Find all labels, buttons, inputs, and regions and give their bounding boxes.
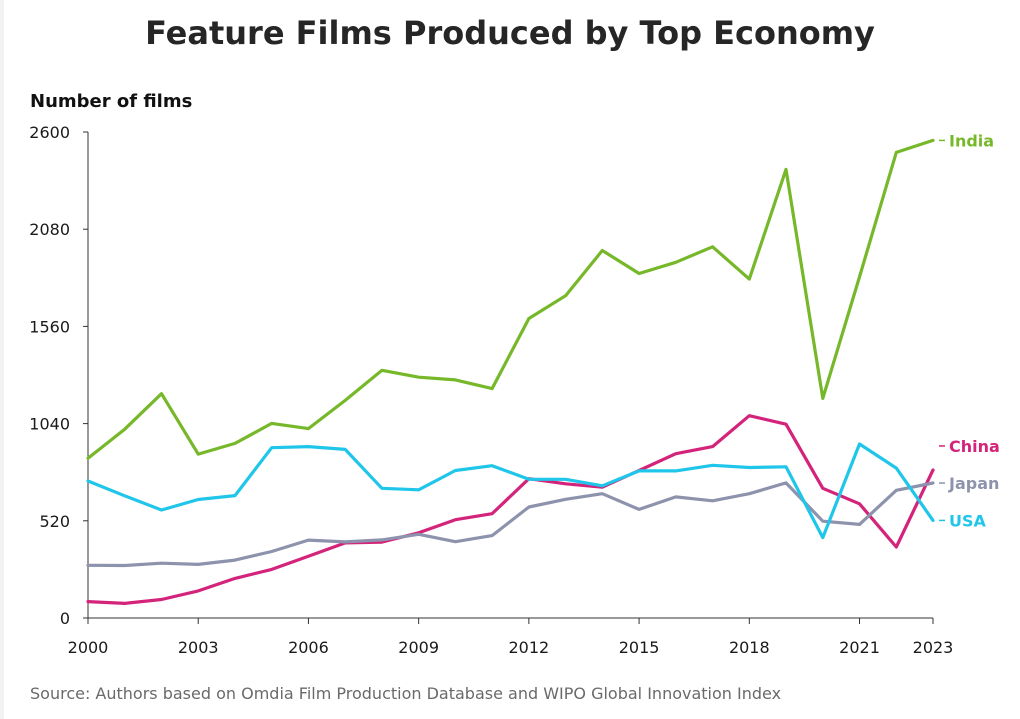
y-tick-label: 2080 <box>29 220 70 239</box>
series-label-china: China <box>949 437 1000 456</box>
x-tick-label: 2003 <box>178 638 219 657</box>
series-line-india <box>86 138 935 460</box>
series-label-japan: Japan <box>948 474 999 493</box>
series-line-japan <box>86 481 935 568</box>
y-tick-label: 0 <box>60 609 70 628</box>
x-tick-label: 2012 <box>509 638 550 657</box>
x-tick-label: 2021 <box>839 638 880 657</box>
chart-title: Feature Films Produced by Top Economy <box>145 14 875 52</box>
y-tick-label: 520 <box>39 512 70 531</box>
series-label-usa: USA <box>949 511 987 530</box>
y-tick-label: 1040 <box>29 415 70 434</box>
y-tick-label: 1560 <box>29 317 70 336</box>
series-lines <box>86 138 935 605</box>
x-tick-label: 2018 <box>729 638 770 657</box>
series-labels: India China Japan USA <box>939 131 1000 530</box>
series-label-india: India <box>949 131 994 150</box>
x-tick-label: 2015 <box>619 638 660 657</box>
x-tick-label: 2009 <box>398 638 439 657</box>
x-tick-label: 2023 <box>913 638 954 657</box>
y-tick-label: 2600 <box>29 123 70 142</box>
left-margin-rule <box>0 0 4 719</box>
axes: 0 520 1040 1560 2080 2600 2000 2003 2006 2009 2012… <box>29 123 953 657</box>
x-tick-label: 2000 <box>68 638 109 657</box>
series-line-usa <box>86 442 935 540</box>
series-line-china <box>86 414 935 605</box>
y-axis-label: Number of films <box>30 91 193 112</box>
x-tick-label: 2006 <box>288 638 329 657</box>
source-note: Source: Authors based on Omdia Film Prod… <box>30 684 782 703</box>
